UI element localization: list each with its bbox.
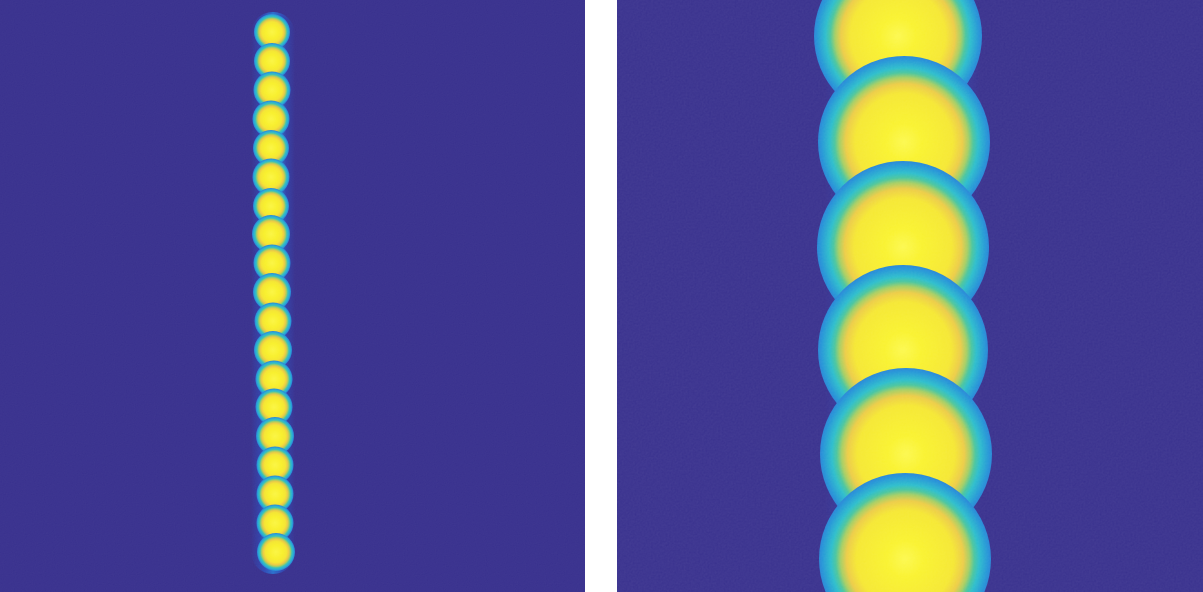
chain-glow-band-outer [251, 12, 295, 574]
fluorescence-panel-full-chain [0, 0, 585, 592]
chain-glow-band-outer [825, 0, 981, 592]
ion-spot-small [252, 215, 290, 253]
ion-spot-large [819, 473, 991, 592]
ion-spot-small [253, 188, 289, 224]
ion-spot-large [818, 56, 990, 228]
ion-spot-small [254, 302, 292, 340]
ion-spot-large [814, 0, 982, 120]
ion-spot-small [252, 100, 290, 138]
ion-spot-large [818, 265, 988, 435]
fluorescence-panel-magnified [617, 0, 1203, 592]
ion-spot-small [257, 533, 295, 571]
ion-spot-small [255, 388, 293, 426]
ion-spot-small [256, 446, 294, 484]
ion-spot-large [820, 368, 992, 540]
ion-spot-large [817, 161, 989, 333]
ion-spot-small [254, 14, 290, 50]
ion-spot-small [254, 331, 292, 369]
ion-spot-small [253, 130, 289, 166]
panel-divider [585, 0, 617, 592]
chain-glow-band-inner [857, 0, 949, 592]
ion-spot-small [254, 43, 290, 79]
ion-spot-small [256, 475, 294, 513]
ion-spot-small [253, 273, 291, 311]
ion-spot-small [253, 244, 291, 282]
chain-glow-band-inner [260, 18, 286, 568]
ion-spot-small [256, 504, 294, 542]
ion-spot-small [255, 360, 293, 398]
ion-spot-small [256, 417, 294, 455]
ion-spot-small [253, 71, 291, 109]
ion-spot-small [252, 158, 290, 196]
sensor-noise-overlay [617, 0, 1203, 592]
sensor-noise-overlay [0, 0, 585, 592]
